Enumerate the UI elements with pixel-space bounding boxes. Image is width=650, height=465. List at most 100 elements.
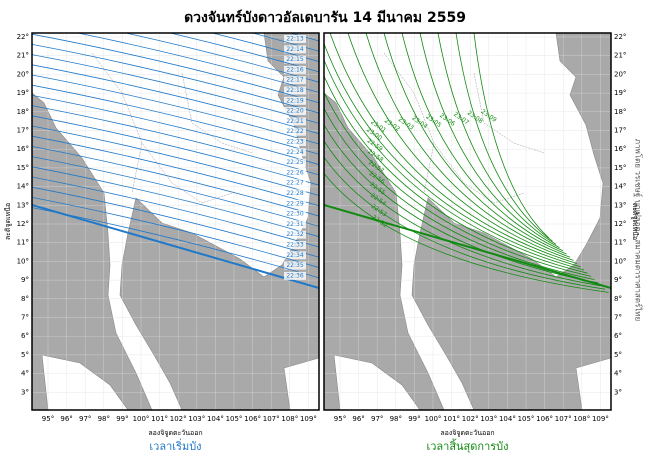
contour-line: [32, 44, 319, 114]
limit-line: [324, 204, 611, 289]
lat-tick-label: 7°: [21, 314, 29, 322]
contour-line: [32, 74, 319, 145]
contour-line: [32, 64, 319, 135]
map-panel: 23:0923:0823:0723:0623:0523:0423:0323:02…: [323, 32, 639, 453]
contour-line: [32, 166, 319, 238]
lon-tick-label: 105°: [226, 415, 243, 423]
contour-label: 22:21: [286, 118, 303, 125]
lon-tick-label: 106°: [244, 415, 261, 423]
contour-line: [324, 76, 588, 274]
map-panel: 22:13 22:14 22:15 22:16 22:17 22:18 22:19 22:20…: [4, 32, 320, 453]
lon-tick-label: 96°: [352, 415, 364, 423]
lat-tick-label: 7°: [614, 314, 622, 322]
contour-label: 22:22: [286, 128, 303, 135]
lon-tick-label: 97°: [79, 415, 91, 423]
label-bg: [284, 117, 306, 126]
lat-tick-label: 17°: [614, 127, 626, 135]
lat-tick-label: 8°: [614, 295, 622, 303]
lat-tick-label: 19°: [17, 89, 29, 97]
contour-label: 22:31: [286, 221, 303, 228]
label-bg: [284, 241, 306, 249]
contour-label: 22:15: [286, 56, 303, 63]
lon-tick-label: 101°: [151, 415, 168, 423]
lon-tick-label: 103°: [188, 415, 205, 423]
lat-tick-label: 12°: [17, 220, 29, 228]
contour-line: [324, 124, 599, 284]
lon-tick-label: 101°: [443, 415, 460, 423]
lat-tick-label: 8°: [21, 295, 29, 303]
lat-tick-label: 6°: [614, 332, 622, 340]
contour-label: 22:26: [286, 169, 303, 176]
lat-tick-label: 9°: [614, 276, 622, 284]
label-bg: [284, 45, 306, 54]
lat-tick-label: 15°: [17, 164, 29, 172]
label-bg: [284, 220, 306, 229]
contour-line: [32, 125, 319, 196]
lon-tick-label: 100°: [425, 415, 442, 423]
lat-tick-label: 20°: [17, 70, 29, 78]
contour-label: 22:28: [286, 190, 303, 197]
label-bg: [284, 230, 306, 239]
lon-tick-label: 100°: [133, 415, 150, 423]
contour-label: 22:25: [286, 159, 303, 166]
contour-line: [365, 33, 571, 258]
contour-label: 22:32: [286, 231, 303, 238]
contour-line: [324, 108, 595, 280]
contour-line: [32, 146, 319, 217]
lat-tick-label: 13°: [614, 201, 626, 209]
contour-line: [32, 54, 319, 124]
contour-label: 22:13: [286, 36, 303, 43]
lon-tick-label: 109°: [300, 415, 317, 423]
lat-tick-label: 11°: [17, 239, 29, 247]
contour-line: [250, 33, 319, 52]
lat-tick-label: 19°: [614, 89, 626, 97]
label-bg: [284, 55, 306, 64]
lon-axis-label: ลองจิจูดตะวันออก: [148, 429, 202, 437]
lat-tick-label: 15°: [614, 164, 626, 172]
lon-tick-label: 102°: [462, 415, 479, 423]
panel-caption: เวลาสิ้นสุดการบัง: [426, 438, 508, 453]
contour-line: [455, 33, 553, 242]
lon-tick-label: 105°: [518, 415, 535, 423]
contour-line: [75, 33, 319, 93]
lat-tick-label: 16°: [17, 145, 29, 153]
contour-label: 22:14: [286, 46, 303, 53]
label-bg: [284, 35, 306, 43]
lon-tick-label: 107°: [263, 415, 280, 423]
lon-axis-label: ลองจิจูดตะวันออก: [440, 429, 494, 437]
contour-line: [32, 95, 319, 165]
contour-line: [401, 33, 564, 252]
contour-line: [32, 84, 319, 155]
lat-tick-label: 22°: [614, 33, 626, 41]
contour-line: [124, 33, 319, 83]
lat-tick-label: 21°: [614, 52, 626, 60]
lat-tick-label: 22°: [17, 33, 29, 41]
label-bg: [284, 76, 306, 85]
label-bg: [284, 179, 306, 188]
lon-tick-label: 103°: [480, 415, 497, 423]
contour-label: 22:30: [286, 211, 303, 218]
contour-line: [324, 92, 592, 277]
lon-tick-label: 98°: [390, 415, 402, 423]
contour-label: 22:33: [286, 242, 303, 249]
lat-tick-label: 13°: [17, 201, 29, 209]
lon-tick-label: 108°: [281, 415, 298, 423]
contour-line: [347, 33, 574, 261]
contour-line: [324, 173, 609, 293]
contour-line: [32, 105, 319, 176]
contour-line: [473, 33, 550, 239]
lat-tick-label: 3°: [21, 388, 29, 396]
contour-line: [324, 43, 581, 268]
label-bg: [284, 199, 306, 208]
contour-line: [32, 33, 319, 104]
contour-label: 22:29: [286, 200, 303, 207]
limit-line: [32, 204, 319, 289]
label-bg: [284, 210, 306, 219]
contour-line: [324, 59, 585, 271]
lon-tick-label: 99°: [116, 415, 128, 423]
contour-label: 22:19: [286, 97, 303, 104]
contour-line: [329, 33, 578, 264]
contour-label: 22:23: [286, 139, 303, 146]
contour-line: [324, 140, 602, 287]
lon-tick-label: 109°: [592, 415, 609, 423]
